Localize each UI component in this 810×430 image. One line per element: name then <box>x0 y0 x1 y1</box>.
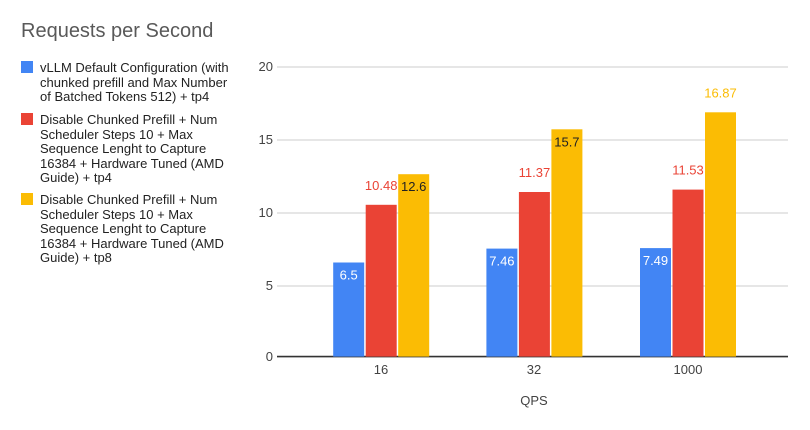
svg-text:10.48: 10.48 <box>365 178 398 193</box>
svg-text:7.46: 7.46 <box>489 254 514 269</box>
svg-text:0: 0 <box>266 349 273 364</box>
svg-text:7.49: 7.49 <box>643 253 668 268</box>
svg-text:5: 5 <box>266 278 273 293</box>
svg-text:32: 32 <box>527 362 541 377</box>
svg-text:20: 20 <box>259 59 273 74</box>
svg-text:15: 15 <box>259 132 273 147</box>
svg-text:QPS: QPS <box>520 393 548 408</box>
svg-text:16.87: 16.87 <box>704 85 737 100</box>
svg-text:16: 16 <box>374 362 388 377</box>
svg-text:1000: 1000 <box>674 362 703 377</box>
svg-text:12.6: 12.6 <box>401 179 426 194</box>
svg-text:10: 10 <box>259 205 273 220</box>
svg-text:11.37: 11.37 <box>519 165 551 180</box>
svg-text:15.7: 15.7 <box>554 134 579 149</box>
svg-text:11.53: 11.53 <box>672 163 704 178</box>
svg-text:6.5: 6.5 <box>340 268 358 283</box>
